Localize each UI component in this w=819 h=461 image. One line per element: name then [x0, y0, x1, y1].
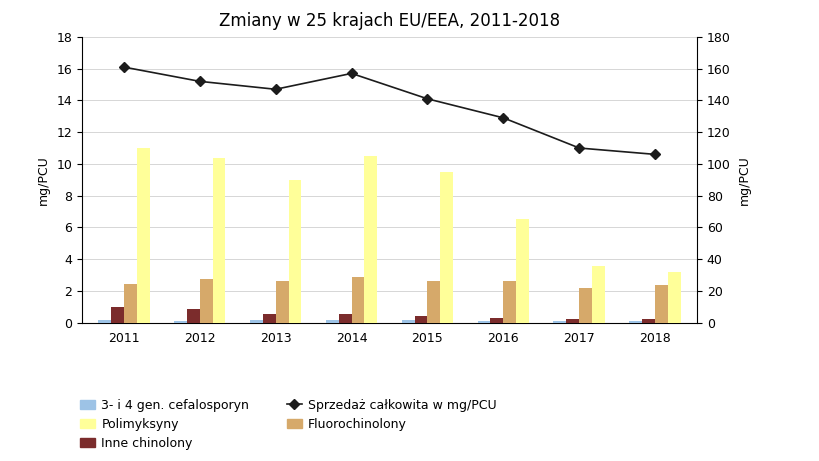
Bar — [288, 180, 301, 323]
Bar — [503, 281, 516, 323]
Bar — [440, 172, 453, 323]
Bar — [414, 316, 427, 323]
Bar — [629, 321, 641, 323]
Bar — [516, 219, 528, 323]
Bar — [364, 156, 377, 323]
Bar — [174, 321, 187, 323]
Title: Zmiany w 25 krajach EU/EEA, 2011-2018: Zmiany w 25 krajach EU/EEA, 2011-2018 — [219, 12, 559, 30]
Bar — [212, 158, 225, 323]
Bar — [262, 314, 275, 323]
Bar — [124, 284, 137, 323]
Y-axis label: mg/PCU: mg/PCU — [36, 155, 49, 205]
Bar — [187, 309, 200, 323]
Bar — [111, 307, 124, 323]
Bar — [566, 319, 578, 323]
Bar — [325, 320, 338, 323]
Bar — [351, 278, 364, 323]
Bar — [578, 288, 591, 323]
Bar — [275, 281, 288, 323]
Bar — [654, 285, 667, 323]
Bar — [137, 148, 149, 323]
Bar — [490, 318, 503, 323]
Y-axis label: mg/PCU: mg/PCU — [736, 155, 749, 205]
Bar — [553, 321, 566, 323]
Bar — [667, 272, 681, 323]
Legend: 3- i 4 gen. cefalosporyn, Polimyksyny, Inne chinolony, Sprzedaż całkowita w mg/P: 3- i 4 gen. cefalosporyn, Polimyksyny, I… — [80, 399, 496, 450]
Bar — [591, 266, 604, 323]
Bar — [338, 314, 351, 323]
Bar — [641, 319, 654, 323]
Bar — [477, 321, 490, 323]
Bar — [200, 279, 212, 323]
Bar — [250, 320, 262, 323]
Bar — [427, 281, 440, 323]
Bar — [97, 320, 111, 323]
Bar — [401, 320, 414, 323]
